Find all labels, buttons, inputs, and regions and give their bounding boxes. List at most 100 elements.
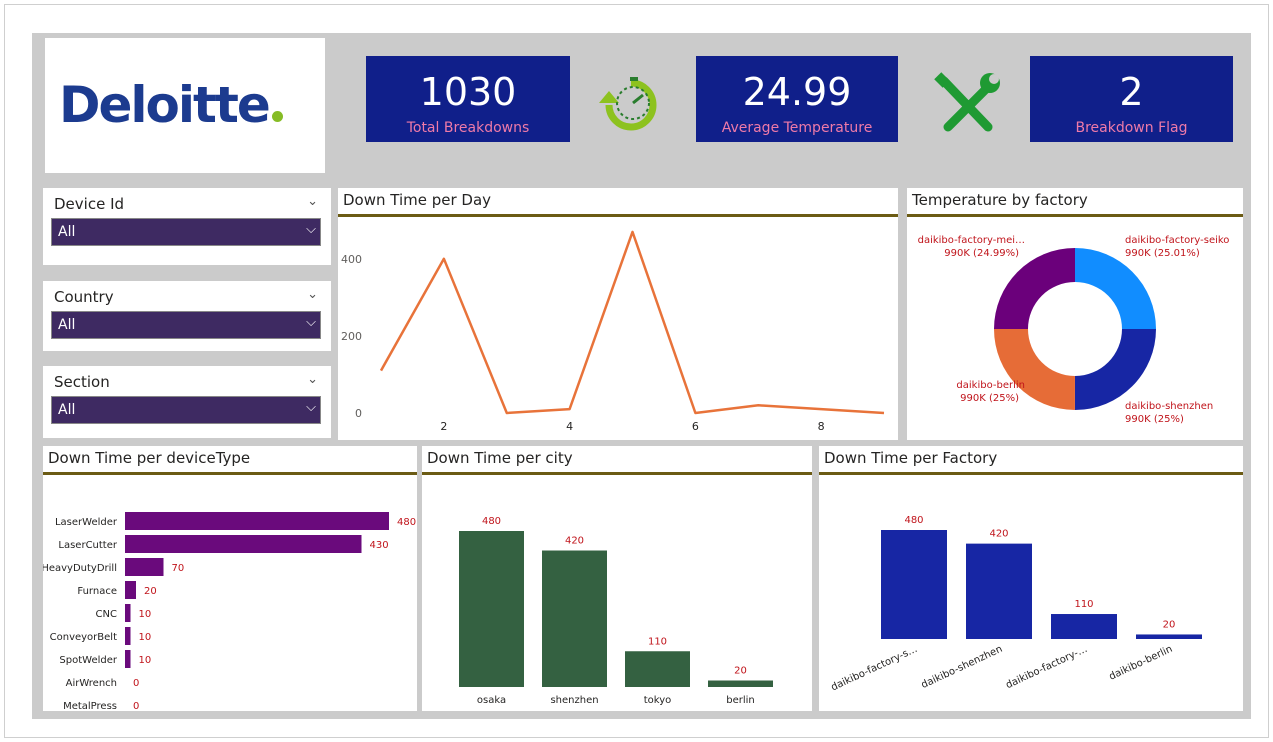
data-label: 0 — [133, 678, 139, 689]
data-label: 20 — [144, 586, 157, 597]
report-frame: Deloitte 1030 Total Breakdowns 24.99 Ave… — [4, 4, 1269, 738]
kpi-label: Breakdown Flag — [1075, 120, 1188, 136]
slice-label: daikibo-shenzhen — [1125, 401, 1213, 412]
chevron-down-icon: ⌵ — [306, 400, 316, 415]
donut-chart: daikibo-factory-seiko 990K (25.01%) daikib… — [918, 235, 1230, 425]
slice-value-label: 990K (25%) — [960, 393, 1019, 404]
title-rule — [338, 214, 898, 217]
data-label: 20 — [734, 666, 747, 677]
x-tick-label: 6 — [692, 420, 699, 433]
bar — [1051, 614, 1117, 639]
logo-wordmark: Deloitte — [59, 76, 271, 134]
x-tick-label: 8 — [818, 420, 825, 433]
line-chart: 0 200 400 2 4 6 8 — [341, 230, 885, 433]
kpi-average-temperature[interactable]: 24.99 Average Temperature — [696, 56, 898, 142]
y-tick-label: 0 — [355, 407, 362, 420]
slice-value-label: 990K (24.99%) — [944, 248, 1019, 259]
visual-downtime-per-day[interactable]: Down Time per Day 0 200 400 2 4 6 8 — [338, 188, 898, 440]
data-label: 420 — [989, 529, 1008, 540]
bar — [125, 535, 362, 553]
data-label: 0 — [133, 701, 139, 711]
data-label: 480 — [904, 515, 923, 526]
visual-downtime-per-factory[interactable]: Down Time per Factory 480 daikibo-factory… — [819, 446, 1243, 711]
bar — [125, 512, 389, 530]
visual-downtime-per-city[interactable]: Down Time per city 480 osaka 420 shenzhen 11… — [422, 446, 812, 711]
category-label: ConveyorBelt — [50, 632, 117, 643]
slicer-dropdown[interactable]: All ⌵ — [51, 311, 321, 339]
bar — [881, 530, 947, 639]
slicer-title: Section — [54, 373, 110, 391]
bar — [125, 604, 131, 622]
category-label: MetalPress — [63, 701, 117, 711]
data-label: 480 — [482, 516, 501, 527]
category-label: daikibo-factory-s… — [829, 644, 919, 694]
kpi-label: Total Breakdowns — [406, 120, 530, 136]
data-label: 70 — [172, 563, 185, 574]
donut-slice — [994, 248, 1075, 329]
data-label: 480 — [397, 517, 416, 528]
category-label: Furnace — [77, 586, 117, 597]
slice-label: daikibo-factory-seiko — [1125, 235, 1229, 246]
donut-slice — [1075, 248, 1156, 330]
x-tick-label: 4 — [566, 420, 573, 433]
slicer-dropdown[interactable]: All ⌵ — [51, 218, 321, 246]
category-label: CNC — [96, 609, 117, 620]
slice-label: daikibo-berlin — [956, 380, 1025, 391]
visual-title: Temperature by factory — [912, 191, 1088, 209]
slicer-selected-value: All — [58, 402, 76, 418]
slicer-title: Country — [54, 288, 114, 306]
dashboard-canvas: Deloitte 1030 Total Breakdowns 24.99 Ave… — [32, 33, 1251, 719]
visual-title: Down Time per Factory — [824, 449, 998, 467]
slicer-title: Device Id — [54, 195, 125, 213]
chevron-down-icon[interactable]: ⌄ — [307, 194, 318, 209]
kpi-label: Average Temperature — [721, 120, 873, 136]
visual-downtime-per-devicetype[interactable]: Down Time per deviceType LaserWelder 480 L… — [43, 446, 417, 711]
chevron-down-icon[interactable]: ⌄ — [307, 287, 318, 302]
column-chart: 480 osaka 420 shenzhen 110 tokyo 20 berlin — [459, 516, 773, 706]
slicer-section: Section ⌄ All ⌵ — [43, 366, 331, 438]
chevron-down-icon[interactable]: ⌄ — [307, 372, 318, 387]
category-label: LaserWelder — [55, 517, 118, 528]
bar — [459, 531, 524, 687]
kpi-total-breakdowns[interactable]: 1030 Total Breakdowns — [366, 56, 570, 142]
kpi-breakdown-flag[interactable]: 2 Breakdown Flag — [1030, 56, 1233, 142]
horizontal-bar-chart: LaserWelder 480 LaserCutter 430 HeavyDutyDri… — [43, 512, 416, 711]
visual-title: Down Time per Day — [343, 191, 492, 209]
bar — [542, 550, 607, 687]
slicer-device-id: Device Id ⌄ All ⌵ — [43, 188, 331, 265]
data-label: 430 — [370, 540, 389, 551]
category-label: AirWrench — [66, 678, 117, 689]
category-label: HeavyDutyDrill — [43, 563, 117, 574]
slice-label: daikibo-factory-mei… — [918, 235, 1025, 246]
category-label: LaserCutter — [58, 540, 117, 551]
donut-slice — [1074, 329, 1156, 410]
bar — [125, 650, 131, 668]
visual-title: Down Time per deviceType — [48, 449, 251, 467]
bar — [125, 558, 164, 576]
bar — [125, 581, 136, 599]
kpi-value: 24.99 — [742, 70, 852, 114]
data-label: 110 — [1074, 599, 1093, 610]
bar — [966, 543, 1032, 639]
category-label: daikibo-berlin — [1107, 644, 1174, 683]
stopwatch-refresh-icon — [599, 77, 657, 131]
bar — [1136, 634, 1202, 639]
data-label: 420 — [565, 536, 584, 547]
visual-temperature-by-factory[interactable]: Temperature by factory daikibo-factory-s… — [907, 188, 1243, 440]
donut-slice — [994, 328, 1075, 410]
category-label: tokyo — [644, 695, 672, 706]
kpi-value: 1030 — [419, 70, 517, 114]
bar — [708, 680, 773, 687]
y-tick-label: 400 — [341, 253, 362, 266]
category-label: daikibo-factory-… — [1004, 644, 1089, 691]
slicer-dropdown[interactable]: All ⌵ — [51, 396, 321, 424]
category-label: shenzhen — [550, 695, 598, 706]
title-rule — [819, 472, 1243, 475]
logo-tile: Deloitte — [45, 38, 325, 173]
slice-value-label: 990K (25%) — [1125, 414, 1184, 425]
x-tick-label: 2 — [440, 420, 447, 433]
category-label: berlin — [726, 695, 755, 706]
category-label: SpotWelder — [59, 655, 117, 666]
slicer-selected-value: All — [58, 317, 76, 333]
chevron-down-icon: ⌵ — [306, 222, 316, 237]
